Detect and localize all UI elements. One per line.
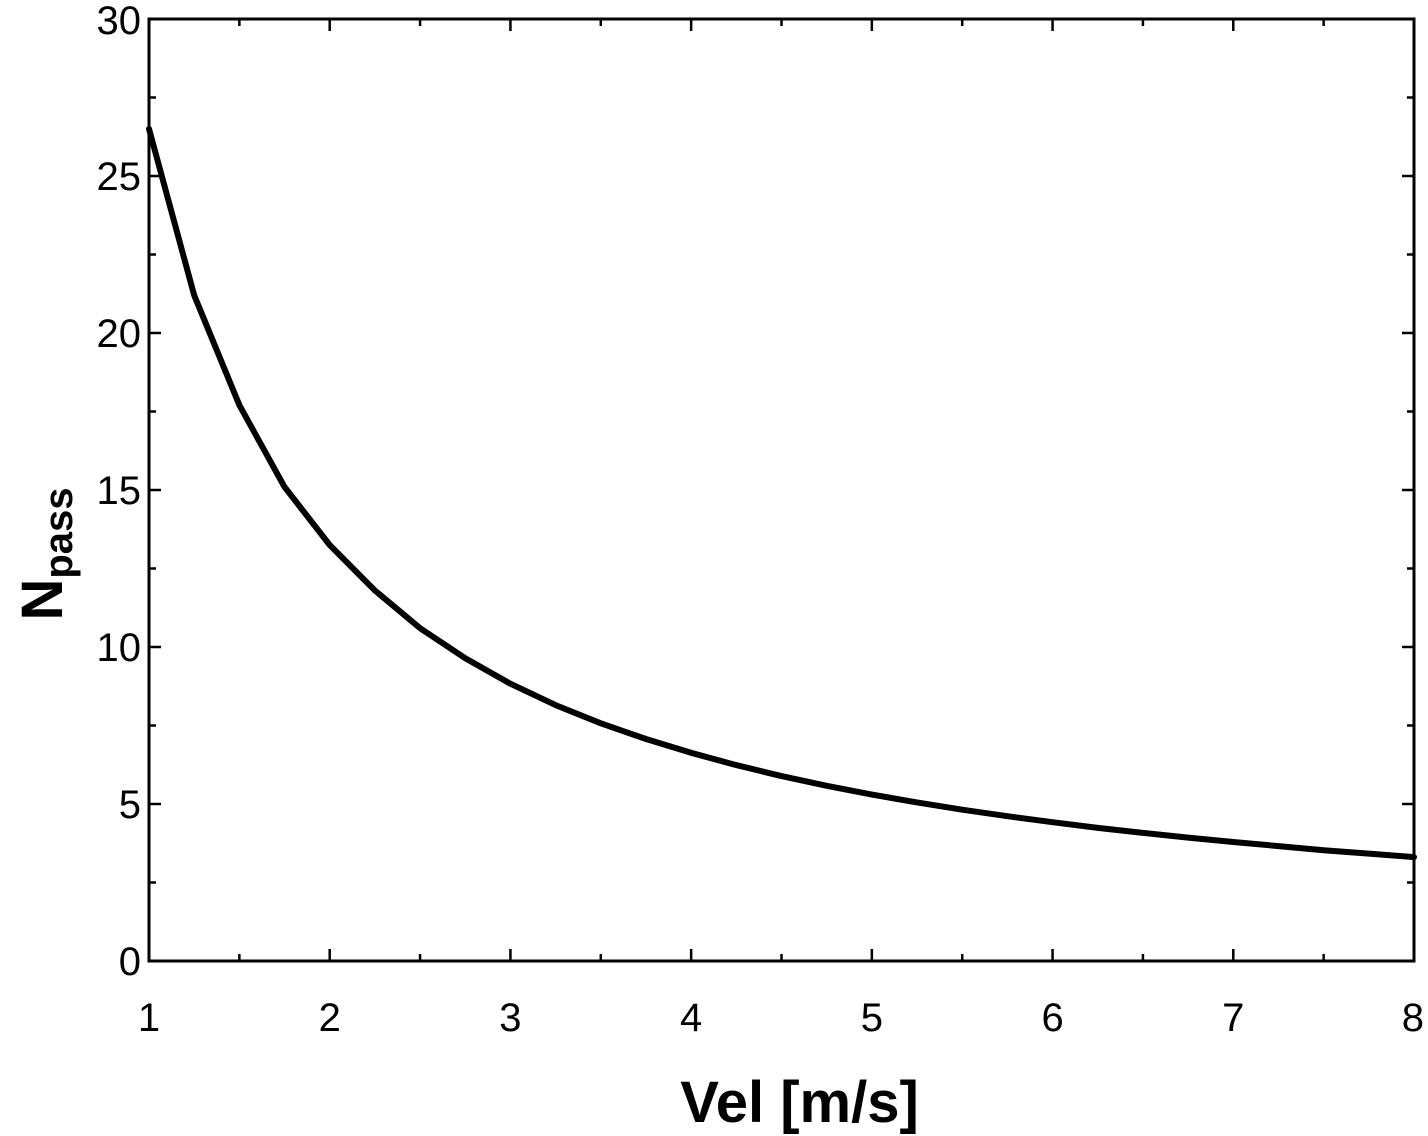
x-tick-label: 6 (1041, 996, 1063, 1040)
x-tick-label: 4 (680, 996, 702, 1040)
x-tick-label: 3 (499, 996, 521, 1040)
y-axis-title-main: N (10, 579, 75, 621)
x-tick-label: 1 (138, 996, 160, 1040)
y-tick-label: 30 (97, 0, 142, 43)
y-tick-label: 20 (97, 312, 142, 356)
x-axis-title: Vel [m/s] (680, 1070, 919, 1135)
plot-frame (147, 17, 1416, 963)
y-tick-label: 5 (119, 783, 141, 827)
y-axis-title: Npass (10, 487, 81, 620)
y-tick-label: 10 (97, 626, 142, 670)
y-tick-label: 0 (119, 940, 141, 984)
x-tick-labels: 1 2 3 4 5 6 7 8 (138, 996, 1424, 1040)
x-tick-label: 5 (861, 996, 883, 1040)
y-tick-label: 25 (97, 155, 142, 199)
axis-ticks (147, 17, 1416, 963)
y-tick-label: 15 (97, 469, 142, 513)
x-tick-label: 8 (1402, 996, 1424, 1040)
y-axis-title-subscript: pass (37, 487, 81, 578)
y-tick-labels: 0 5 10 15 20 25 30 (97, 0, 142, 984)
x-tick-label: 7 (1222, 996, 1244, 1040)
series-line-npass (146, 125, 1417, 861)
x-tick-label: 2 (319, 996, 341, 1040)
